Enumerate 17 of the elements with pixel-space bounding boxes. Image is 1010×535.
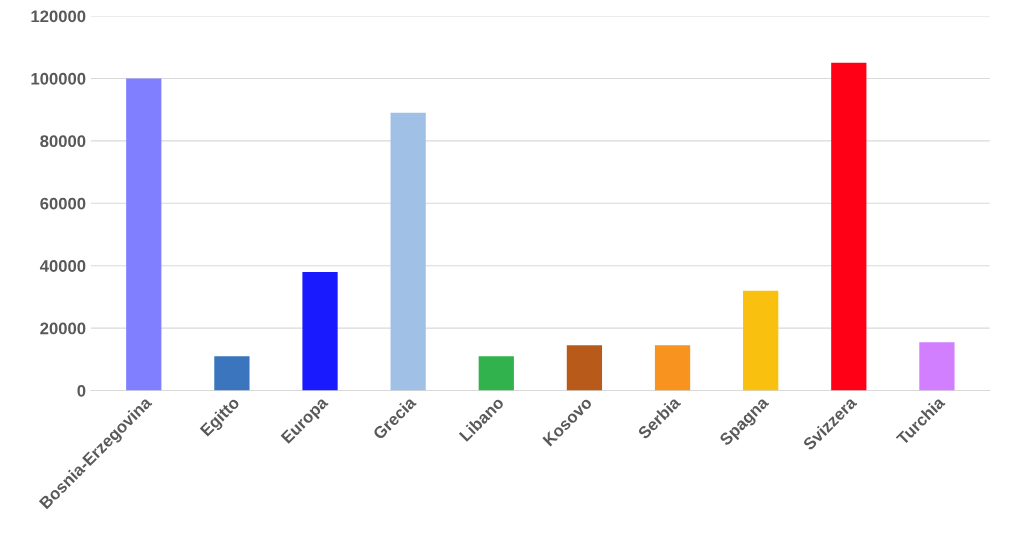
y-tick-label: 40000 [39, 260, 86, 272]
y-tick-label: 60000 [40, 197, 86, 210]
bar [743, 290, 779, 391]
bar [126, 78, 162, 391]
bar [831, 62, 867, 391]
y-tick-label: 20000 [40, 322, 86, 335]
y-tick-label: 0 [77, 384, 86, 397]
bar [654, 345, 691, 391]
bar [919, 342, 955, 391]
bar [302, 271, 338, 391]
bar [478, 356, 514, 391]
bar [390, 112, 426, 391]
y-tick-label: 100000 [31, 72, 86, 85]
y-tick-label: 120000 [31, 10, 86, 23]
y-tick-label: 80000 [40, 135, 86, 148]
bar [214, 356, 250, 391]
bar [566, 345, 603, 391]
